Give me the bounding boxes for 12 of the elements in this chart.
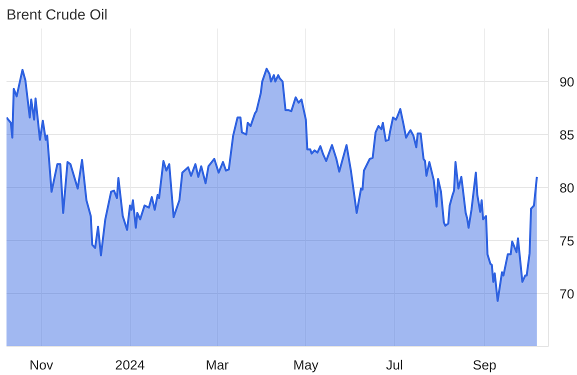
x-tick-label: Nov [30, 358, 54, 372]
chart-title: Brent Crude Oil [6, 8, 108, 24]
x-tick-label: Sep [472, 358, 496, 372]
x-tick-label: May [293, 358, 319, 372]
y-tick-label: 85 [560, 128, 574, 142]
y-tick-label: 90 [560, 74, 574, 90]
x-tick-label: 2024 [115, 358, 146, 372]
y-tick-label: 70 [560, 286, 574, 302]
x-tick-label: Jul [386, 358, 404, 372]
y-tick-label: 75 [560, 234, 574, 248]
x-tick-label: Mar [206, 358, 230, 372]
y-tick-label: 80 [560, 180, 574, 196]
